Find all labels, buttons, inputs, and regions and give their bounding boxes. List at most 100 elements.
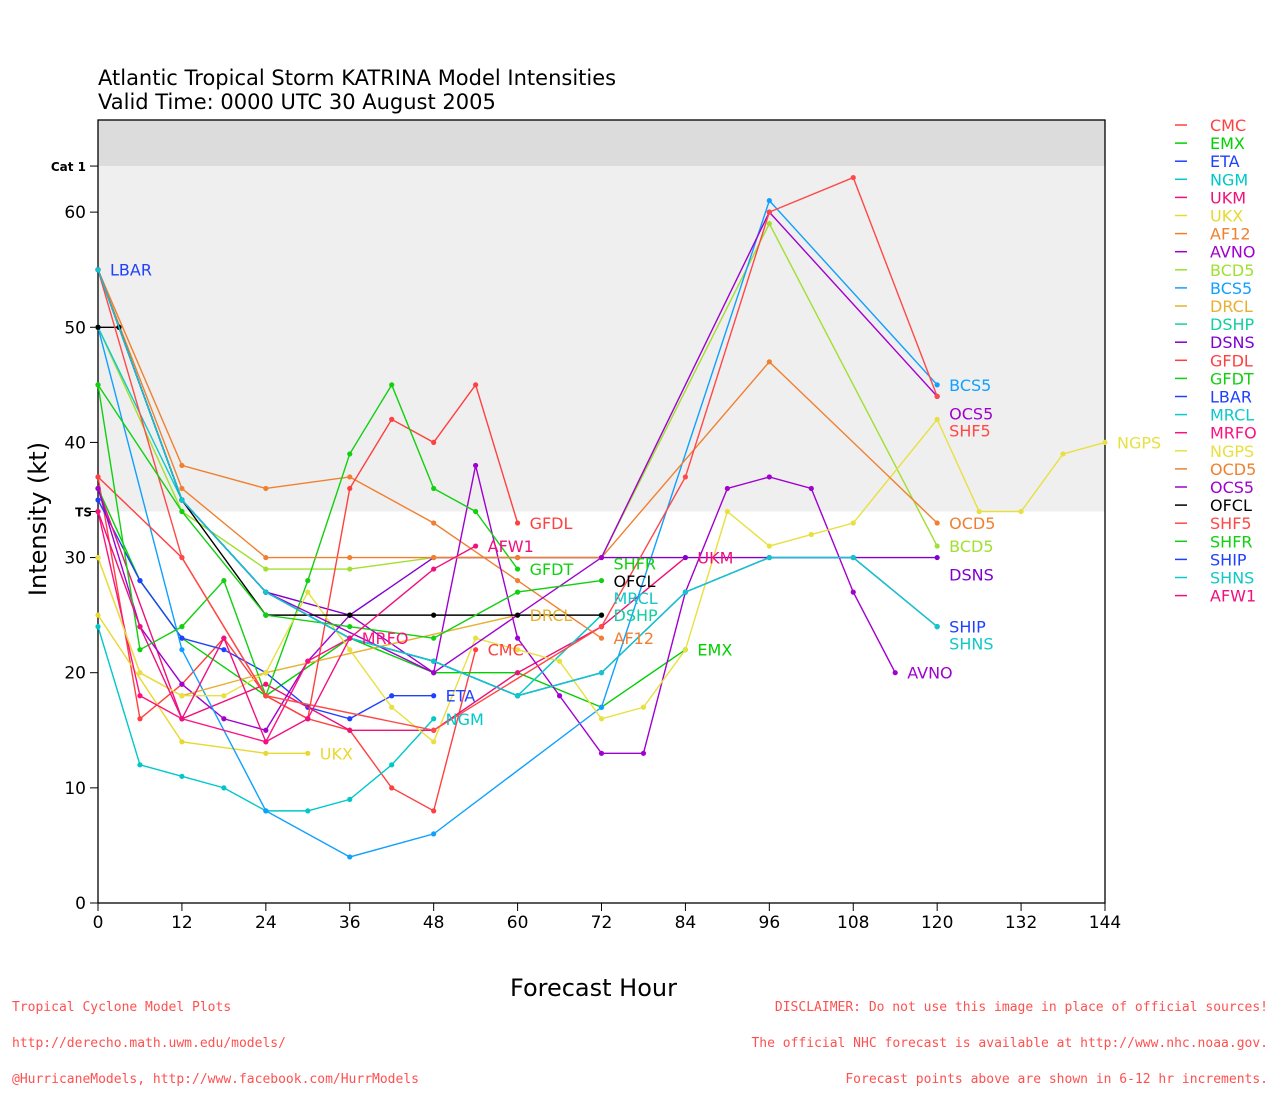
data-point-avno	[556, 693, 563, 699]
data-point-ofcl	[514, 612, 521, 618]
legend-entry: LBAR	[1210, 388, 1252, 407]
data-point-shf5	[179, 554, 185, 561]
data-point-shfr	[598, 577, 605, 584]
data-point-af12	[431, 520, 437, 526]
data-point-eta	[179, 635, 185, 641]
legend-entry: OCD5	[1210, 460, 1256, 479]
series-end-label: OCS5	[949, 404, 993, 423]
data-point-shf5	[766, 209, 772, 215]
data-point-ngm	[305, 808, 311, 814]
data-point-bcs5	[263, 808, 269, 814]
data-point-ngm	[137, 762, 143, 768]
footer-disclaimer: DISCLAIMER: Do not use this image in pla…	[751, 978, 1268, 1098]
data-point-cmc	[389, 785, 395, 791]
data-point-shf5	[431, 727, 437, 733]
series-line-ngps	[97, 418, 1106, 743]
y-tick-label: 20	[64, 664, 86, 684]
series-end-label: UKM	[697, 549, 733, 568]
data-point-ngps	[766, 543, 772, 549]
data-point-af12	[598, 635, 605, 641]
data-point-ofcl	[347, 612, 353, 618]
data-point-shns	[514, 693, 521, 699]
data-point-ngps	[682, 647, 689, 653]
data-point-ngps	[179, 693, 185, 699]
data-point-ocd5	[263, 554, 269, 561]
threshold-label: Cat 1	[51, 160, 86, 174]
data-point-shfr	[431, 635, 437, 641]
data-point-ngps	[221, 693, 227, 699]
data-point-gfdt	[137, 647, 143, 653]
data-point-ngps	[724, 508, 730, 515]
data-point-ukm	[263, 681, 269, 687]
data-point-ocs5	[431, 670, 437, 676]
data-point-shns	[179, 497, 185, 503]
data-point-ukx	[263, 750, 269, 756]
legend-entry: AFW1	[1210, 587, 1256, 606]
data-point-ofcl	[598, 612, 605, 618]
data-point-ngm	[389, 762, 395, 768]
data-point-afw1	[137, 624, 143, 630]
legend-entry: OFCL	[1210, 496, 1252, 515]
footer-line: The official NHC forecast is available a…	[751, 1036, 1268, 1051]
data-point-ocd5	[347, 554, 353, 561]
data-point-gfdl	[514, 520, 521, 526]
data-point-gfdt	[347, 451, 353, 457]
series-end-label: NGPS	[1117, 433, 1161, 452]
legend-entry: UKX	[1210, 207, 1243, 226]
data-point-eta	[389, 693, 395, 699]
data-point-ocs5	[598, 554, 605, 561]
data-point-ngps	[514, 647, 521, 653]
data-point-shns	[598, 670, 605, 676]
data-point-shf5	[850, 174, 856, 181]
data-point-cmc	[431, 808, 437, 814]
data-point-ngps	[640, 704, 647, 710]
y-tick-label: 10	[64, 779, 86, 799]
data-point-shfr	[95, 382, 101, 388]
series-end-label: MRCL	[614, 589, 658, 608]
data-point-af12	[263, 485, 269, 492]
data-point-ngps	[976, 508, 982, 515]
y-tick-label: 40	[64, 433, 86, 453]
series-end-label: AVNO	[907, 664, 952, 683]
x-tick-label: 12	[171, 913, 193, 933]
series-end-label: SHIP	[949, 618, 986, 637]
x-tick-label: 144	[1089, 913, 1121, 933]
legend-entry: OCS5	[1210, 478, 1254, 497]
data-point-afw1	[473, 543, 479, 549]
legend-entry: UKM	[1210, 188, 1246, 207]
data-point-afw1	[431, 566, 437, 572]
data-point-af12	[347, 474, 353, 480]
legend-entry: AF12	[1210, 225, 1251, 244]
data-point-dsns	[934, 554, 940, 561]
data-point-cmc	[137, 716, 143, 722]
y-tick-label: 30	[64, 549, 86, 569]
data-point-ngps	[137, 670, 143, 676]
x-tick-label: 72	[591, 913, 613, 933]
data-point-bcs5	[766, 198, 772, 204]
series-line-bcs5	[97, 199, 938, 858]
legend-entry: NGM	[1210, 170, 1248, 189]
data-point-shns	[934, 624, 940, 630]
series-end-label: OCD5	[949, 514, 995, 533]
data-point-ngps	[305, 589, 311, 595]
legend-entry: MRFO	[1210, 424, 1257, 443]
data-point-ngps	[473, 635, 479, 641]
series-end-label: SHNS	[949, 635, 993, 654]
data-point-afw1	[221, 635, 227, 641]
series-end-label: SHFR	[614, 555, 657, 574]
data-point-gfdt	[305, 577, 311, 584]
data-point-afw1	[347, 635, 353, 641]
y-axis-label: Intensity (kt)	[24, 441, 52, 597]
data-point-ngps	[263, 670, 269, 676]
data-point-ofcl	[95, 324, 101, 330]
data-point-ukx	[305, 750, 311, 756]
data-point-gfdt	[473, 508, 479, 515]
data-point-bcd5	[263, 566, 269, 572]
data-point-cmc	[473, 647, 479, 653]
data-point-avno	[598, 750, 605, 756]
series-end-label: LBAR	[110, 261, 152, 280]
series-end-label: NGM	[446, 710, 484, 729]
data-point-gfdl	[95, 474, 101, 480]
legend-entry: BCD5	[1210, 261, 1254, 280]
data-point-ocd5	[514, 554, 521, 561]
